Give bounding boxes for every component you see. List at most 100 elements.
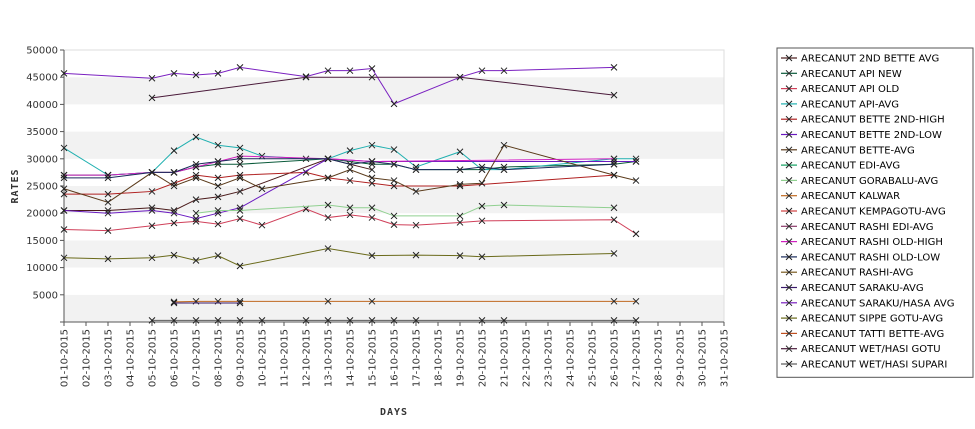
data-point	[60, 174, 68, 182]
data-point	[214, 317, 222, 324]
legend-entry: ARECANUT EDI-AVG	[801, 161, 900, 172]
data-point	[148, 222, 156, 230]
data-point	[236, 317, 244, 324]
data-point	[236, 188, 244, 195]
data-point	[170, 251, 178, 259]
x-tick-label: 15-10-2015	[368, 329, 379, 387]
x-tick-label: 21-10-2015	[500, 329, 511, 387]
data-point	[412, 317, 420, 324]
data-point	[368, 166, 376, 174]
data-point	[346, 177, 354, 184]
series-line	[64, 155, 615, 176]
data-point	[412, 251, 420, 259]
series-group	[170, 299, 244, 307]
data-point	[390, 212, 398, 220]
data-point	[60, 207, 68, 214]
x-tick-label: 03-10-2015	[104, 329, 115, 387]
data-point	[456, 212, 464, 220]
data-point	[192, 71, 200, 79]
y-tick-label: 50000	[26, 46, 58, 57]
data-point	[236, 171, 244, 179]
data-point	[324, 155, 332, 163]
x-tick-label: 16-10-2015	[390, 329, 401, 387]
x-tick-label: 07-10-2015	[192, 329, 203, 387]
y-tick-label: 15000	[26, 236, 58, 247]
legend-entry: ARECANUT KEMPAGOTU-AVG	[801, 207, 946, 218]
legend-entry: ARECANUT WET/HASI GOTU	[801, 344, 941, 355]
y-tick-label: 45000	[26, 73, 58, 84]
legend-marker	[785, 192, 793, 200]
data-point	[412, 188, 420, 195]
data-point	[456, 252, 464, 259]
x-tick-label: 12-10-2015	[302, 329, 313, 387]
data-point	[478, 217, 486, 225]
data-point	[478, 179, 486, 187]
x-tick-label: 22-10-2015	[522, 329, 533, 387]
x-tick-label: 31-10-2015	[720, 329, 731, 387]
data-point	[104, 207, 112, 214]
x-tick-label: 08-10-2015	[214, 329, 225, 387]
data-point	[258, 185, 266, 193]
data-point	[214, 252, 222, 259]
data-point	[610, 158, 618, 165]
data-point	[390, 146, 398, 153]
data-point	[170, 219, 178, 227]
plot-area	[60, 64, 640, 324]
grid-band	[64, 131, 724, 159]
legend-entry: ARECANUT API-AVG	[801, 99, 899, 110]
data-point	[192, 160, 200, 168]
data-point	[236, 152, 244, 160]
legend-entry: ARECANUT 2ND BETTE AVG	[801, 54, 939, 65]
data-point	[170, 147, 178, 154]
data-point	[610, 204, 618, 212]
x-tick-label: 24-10-2015	[566, 329, 577, 387]
data-point	[60, 226, 68, 233]
data-point	[456, 181, 464, 188]
x-axis-label: DAYS	[380, 407, 408, 418]
data-point	[148, 207, 156, 214]
data-point	[478, 202, 486, 210]
data-point	[236, 204, 244, 212]
x-tick-label: 28-10-2015	[654, 329, 665, 387]
data-point	[368, 317, 376, 324]
y-tick-label: 20000	[26, 209, 58, 220]
data-point	[192, 257, 200, 264]
data-point	[610, 250, 618, 257]
legend-marker	[785, 161, 793, 169]
legend-entry: ARECANUT RASHI OLD-LOW	[801, 252, 940, 263]
data-point	[192, 218, 200, 225]
grid-band	[64, 294, 724, 322]
legend-marker	[785, 268, 793, 276]
data-point	[170, 317, 178, 324]
grid-band	[64, 50, 724, 78]
data-point	[148, 317, 156, 324]
x-tick-label: 20-10-2015	[478, 329, 489, 387]
x-tick-label: 10-10-2015	[258, 329, 269, 387]
legend-entry: ARECANUT TATTI BETTE-AVG	[801, 329, 944, 340]
grid-band	[64, 186, 724, 214]
data-point	[610, 155, 618, 163]
series-line	[63, 144, 637, 203]
x-tick-label: 17-10-2015	[412, 329, 423, 387]
grid-band	[64, 77, 724, 105]
legend-marker	[785, 345, 793, 353]
x-tick-label: 13-10-2015	[324, 329, 335, 387]
legend-marker	[785, 284, 793, 291]
grid-bands	[63, 49, 725, 323]
legend-entry: ARECANUT SARAKU/HASA AVG	[801, 298, 954, 309]
legend-entry: ARECANUT RASHI OLD-HIGH	[801, 237, 943, 248]
data-point	[368, 204, 376, 212]
legend-entry: ARECANUT RASHI EDI-AVG	[801, 222, 934, 233]
x-tick-label: 06-10-2015	[170, 329, 181, 387]
data-point	[148, 169, 156, 176]
data-point	[148, 204, 156, 212]
data-point	[324, 317, 332, 324]
data-point	[148, 74, 156, 82]
data-point	[170, 169, 178, 176]
y-tick-label: 5000	[33, 290, 58, 301]
data-point	[236, 262, 244, 270]
legend-marker	[785, 115, 793, 123]
legend-marker	[785, 54, 793, 62]
grid-band	[64, 240, 724, 268]
